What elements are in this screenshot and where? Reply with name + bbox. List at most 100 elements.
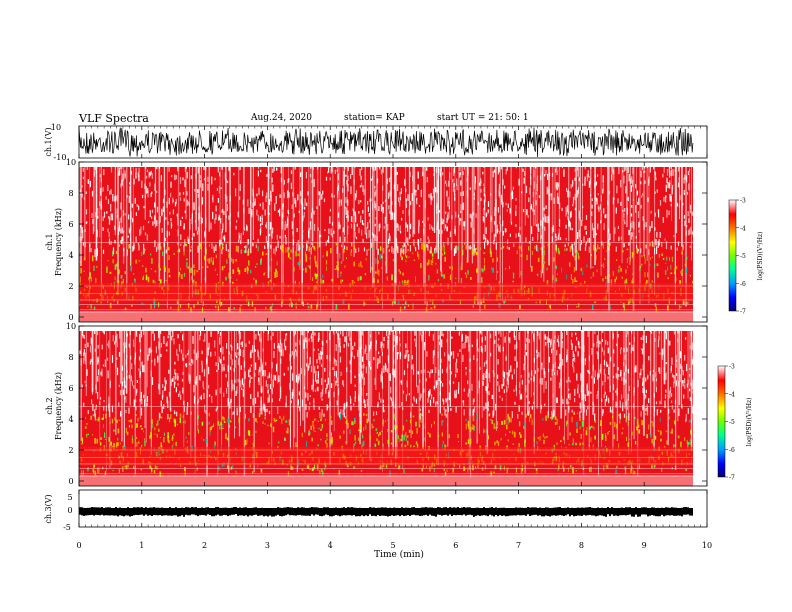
ch3-band-segment [581,507,583,516]
colorbar-tick-label: -5 [729,419,735,426]
ch3-band-segment [499,507,501,516]
ch3-band-segment [453,507,455,515]
ch3-band-segment [145,507,147,515]
ch3-ytick-0: 0 [67,506,72,515]
ch3-band-segment [677,508,679,516]
ch3-band-segment [315,507,317,515]
ch3-band-segment [231,507,233,515]
ch3-band-segment [337,508,339,516]
ch3-band-segment [609,508,611,517]
ch3-band-segment [417,508,419,516]
ch3-band-segment [267,508,269,517]
ch3-band-segment [513,508,515,516]
ch3-band-segment [395,507,397,516]
ch3-band-segment [491,507,493,516]
ch3-band-segment [465,507,467,516]
ch3-band-segment [511,508,513,516]
ch3-band-segment [639,508,641,517]
ch3-ytick-5: 5 [67,493,72,502]
ch3-band-segment [673,507,675,516]
ch3-band-segment [545,507,547,516]
ch3-band-segment [289,507,291,516]
spec-ytick-label: 2 [68,446,73,455]
ch3-band-segment [257,508,259,516]
ch3-band-segment [291,507,293,516]
ch3-band-segment [175,507,177,516]
colorbar-ch2-label: log(PSD)(V²/Hz) [746,398,753,447]
ch3-band-segment [85,508,87,516]
ch3-band-segment [485,508,487,516]
ch3-band-segment [495,507,497,515]
ch3-band-segment [335,507,337,516]
ch3-band-segment [459,508,461,516]
colorbar-tick-label: -3 [729,364,735,371]
ch3-band-segment [607,507,609,515]
ch3-band-segment [597,507,599,516]
ch1-spec-ylabel-freq: Frequency (kHz) [54,208,63,276]
ch3-band-segment [455,507,457,516]
ch3-band-segment [201,507,203,515]
ch1-ytick-bottom: -10 [54,153,67,162]
start-time-label: start UT = 21: 50: 1 [437,113,529,123]
ch3-band-segment [203,508,205,516]
ch3-band-segment [221,507,223,516]
ch3-band-segment [405,507,407,516]
ch3-band-segment [555,507,557,516]
ch3-band-segment [567,507,569,515]
ch3-band-segment [691,507,693,516]
ch3-band-segment [295,508,297,516]
ch3-band-segment [261,507,263,516]
spec-ytick-label: 8 [68,189,73,198]
ch3-band-segment [683,507,685,515]
ch3-ytick-m5: -5 [63,523,71,532]
ch3-ylabel: ch.3(V) [44,494,53,523]
ch3-band-segment [143,507,145,516]
ch3-band-segment [659,507,661,517]
spec-ytick-label: 10 [66,322,76,331]
ch3-band-segment [139,507,141,515]
ch3-band-segment [565,507,567,516]
ch3-band-segment [385,507,387,516]
ch3-band-segment [553,507,555,516]
ch3-band-segment [599,508,601,516]
ch3-band-segment [235,507,237,515]
ch3-band-segment [133,507,135,516]
ch3-band-segment [401,507,403,516]
ch3-band-segment [489,507,491,515]
ch3-band-segment [251,507,253,516]
ch3-band-segment [435,508,437,517]
ch3-band-segment [633,508,635,517]
ch3-band-segment [573,508,575,517]
ch3-band-segment [547,507,549,516]
ch3-band-segment [443,507,445,516]
ch3-band-segment [449,507,451,515]
ch3-band-segment [377,507,379,515]
ch3-band-segment [269,508,271,516]
ch3-band-segment [361,508,363,516]
ch3-band-segment [159,507,161,516]
spec-ytick-label: 4 [68,251,73,260]
ch1-spec-ylabel-channel: ch.1 [45,233,54,250]
colorbar-tick-label: -3 [740,198,746,205]
ch3-band-segment [679,508,681,516]
ch3-band-segment [125,508,127,516]
ch3-band-segment [411,507,413,515]
ch3-band-segment [321,508,323,517]
ch3-band-segment [359,507,361,517]
ch3-band-segment [343,507,345,516]
ch3-band-segment [135,507,137,515]
ch3-band-segment [415,508,417,516]
x-tick-label: 2 [202,541,207,550]
ch3-band-segment [473,508,475,517]
ch3-band-segment [391,508,393,516]
ch2-spectrogram-panel: 0 2 4 6 8 10 ch.2 Frequency (kHz) [45,322,708,487]
ch3-band-segment [645,507,647,515]
ch3-band-segment [579,507,581,516]
ch3-band-segment [155,507,157,516]
ch3-band-segment [437,507,439,515]
ch3-band-segment [653,507,655,516]
ch3-band-segment [483,507,485,516]
ch3-band-segment [543,508,545,517]
colorbar-ch1: -3 -4 -5 -6 -7 log(PSD)(V²/Hz) [728,198,764,316]
ch3-band-segment [121,508,123,516]
